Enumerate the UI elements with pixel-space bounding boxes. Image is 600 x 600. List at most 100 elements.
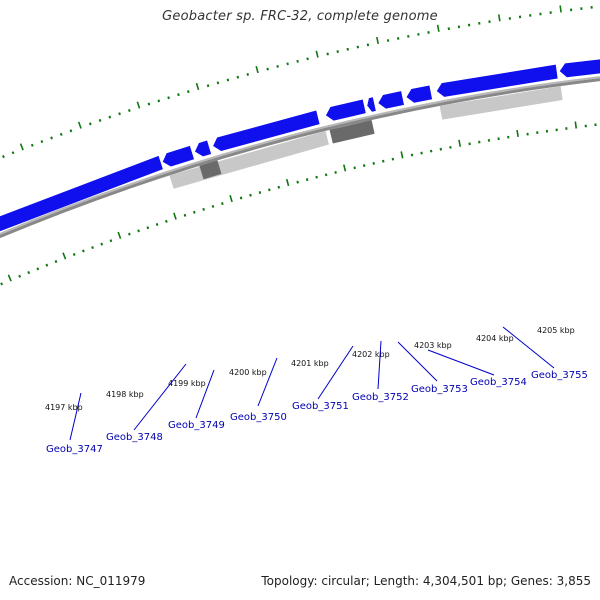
inner-scale-major-tick xyxy=(574,121,578,129)
outer-scale-minor-tick xyxy=(167,96,170,100)
scale-label: 4203 kbp xyxy=(414,341,452,350)
gene-label-link[interactable]: Geob_3752 xyxy=(352,392,409,403)
inner-scale-major-tick xyxy=(516,129,519,137)
inner-scale-minor-tick xyxy=(81,249,85,253)
outer-scale-minor-tick xyxy=(40,140,44,144)
forward-gene-arrow[interactable] xyxy=(559,55,600,78)
scale-label: 4199 kbp xyxy=(168,379,206,388)
outer-scale-minor-tick xyxy=(386,39,390,42)
inner-scale-minor-tick xyxy=(27,271,31,275)
outer-scale-minor-tick xyxy=(336,50,339,54)
inner-scale-minor-tick xyxy=(54,260,58,264)
genome-summary-text: Topology: circular; Length: 4,304,501 bp… xyxy=(261,574,591,588)
reverse-gene-box-dark[interactable] xyxy=(329,120,375,144)
inner-scale-minor-tick xyxy=(183,213,187,217)
forward-strand-genes xyxy=(0,55,600,246)
inner-scale-major-tick xyxy=(173,212,177,220)
gene-label-link[interactable]: Geob_3751 xyxy=(292,401,349,412)
outer-scale-minor-tick xyxy=(346,47,350,51)
forward-gene-arrow[interactable] xyxy=(367,97,376,112)
gene-label-link[interactable]: Geob_3753 xyxy=(411,384,468,395)
outer-scale-major-tick xyxy=(497,14,501,22)
outer-scale-major-tick xyxy=(19,143,24,151)
inner-scale-minor-tick xyxy=(372,161,375,165)
inner-scale-minor-tick xyxy=(211,204,215,208)
outer-scale-minor-tick xyxy=(326,52,329,56)
inner-scale-major-tick xyxy=(458,139,462,147)
forward-gene-arrow[interactable] xyxy=(0,155,163,246)
inner-scale-minor-tick xyxy=(334,170,337,174)
outer-scale-minor-tick xyxy=(128,108,131,112)
outer-scale-major-tick xyxy=(559,5,562,13)
outer-scale-minor-tick xyxy=(108,115,112,119)
outer-scale-minor-tick xyxy=(266,67,269,71)
inner-scale-minor-tick xyxy=(258,191,262,194)
inner-scale-minor-tick xyxy=(239,196,243,200)
forward-gene-arrow[interactable] xyxy=(406,85,433,103)
outer-scale-minor-tick xyxy=(186,90,190,94)
inner-scale-major-tick xyxy=(229,195,233,203)
inner-scale-minor-tick xyxy=(165,219,168,223)
inner-scale-major-tick xyxy=(285,178,290,187)
inner-scale-minor-tick xyxy=(315,175,318,179)
reverse-strand-genes xyxy=(169,86,563,189)
outer-scale-minor-tick xyxy=(118,112,121,116)
scale-label: 4204 kbp xyxy=(476,334,514,343)
outer-scale-minor-tick xyxy=(59,132,63,136)
inner-scale-minor-tick xyxy=(109,239,113,243)
outer-scale-minor-tick xyxy=(396,37,400,40)
gene-label-link[interactable]: Geob_3747 xyxy=(46,444,103,455)
gene-label-link[interactable]: Geob_3750 xyxy=(230,412,287,423)
gene-label-link[interactable]: Geob_3754 xyxy=(470,377,527,388)
inner-scale-minor-tick xyxy=(249,193,252,197)
forward-gene-arrow[interactable] xyxy=(194,140,212,157)
inner-scale-major-tick xyxy=(62,252,67,260)
outer-scale-minor-tick xyxy=(98,118,102,122)
backbone-main-line xyxy=(0,78,600,239)
outer-scale-major-tick xyxy=(255,65,259,74)
inner-scale-major-tick xyxy=(7,274,12,282)
accession-text: Accession: NC_011979 xyxy=(9,574,146,588)
outer-scale-minor-tick xyxy=(177,93,180,97)
forward-gene-arrow[interactable] xyxy=(162,145,195,167)
inner-scale-minor-tick xyxy=(155,223,159,227)
scale-labels: 4197 kbp 4198 kbp 4199 kbp 4200 kbp 4201 kbp… xyxy=(45,326,575,412)
gene-label-link[interactable]: Geob_3749 xyxy=(168,420,225,431)
inner-scale-major-tick xyxy=(343,164,347,172)
gene-label-link[interactable]: Geob_3755 xyxy=(531,370,588,381)
inner-scale-minor-tick xyxy=(420,151,423,155)
inner-scale-minor-tick xyxy=(221,202,224,206)
scale-label: 4200 kbp xyxy=(229,368,267,377)
gene-label-leader-line xyxy=(69,392,82,441)
gene-label-leader-line xyxy=(397,341,438,382)
inner-scale-minor-tick xyxy=(91,246,94,250)
outer-scale-minor-tick xyxy=(246,72,250,76)
forward-gene-arrow[interactable] xyxy=(325,99,366,121)
inner-scale-minor-tick xyxy=(192,210,196,214)
outer-scale-minor-tick xyxy=(11,151,15,155)
inner-scale-minor-tick xyxy=(146,226,150,230)
forward-gene-arrow[interactable] xyxy=(436,64,558,97)
scale-label: 4198 kbp xyxy=(106,390,144,399)
outer-scale-minor-tick xyxy=(157,99,161,103)
outer-scale-ticks xyxy=(2,5,593,159)
forward-gene-arrow[interactable] xyxy=(213,110,320,151)
gene-label-leader-line xyxy=(133,363,187,431)
outer-scale-minor-tick xyxy=(276,64,279,68)
inner-scale-minor-tick xyxy=(391,157,395,161)
outer-scale-minor-tick xyxy=(296,59,299,63)
inner-scale-major-tick xyxy=(117,231,122,239)
outer-scale-minor-tick xyxy=(69,129,73,133)
outer-scale-minor-tick xyxy=(286,62,289,66)
gene-label-leader-line xyxy=(427,349,495,376)
gene-label-link[interactable]: Geob_3748 xyxy=(106,432,163,443)
gene-label-leader-line xyxy=(377,340,382,390)
scale-label: 4197 kbp xyxy=(45,403,83,412)
reverse-gene-box-dark[interactable] xyxy=(199,160,222,180)
reverse-gene-box[interactable] xyxy=(439,86,563,120)
forward-gene-arrow[interactable] xyxy=(378,91,404,109)
inner-scale-minor-tick xyxy=(305,178,309,182)
outer-scale-major-tick xyxy=(436,24,440,32)
